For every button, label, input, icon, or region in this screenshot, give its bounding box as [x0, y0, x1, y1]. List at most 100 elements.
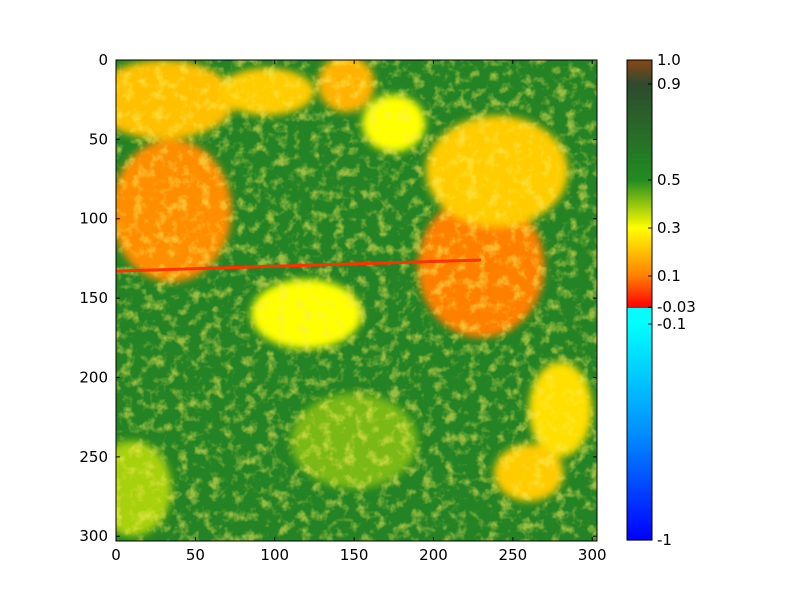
colorbar-band: [627, 222, 652, 225]
colorbar-band: [627, 198, 652, 201]
colorbar-band: [627, 214, 652, 217]
colorbar-band: [627, 268, 652, 271]
colorbar-band: [627, 494, 652, 497]
colorbar-band: [627, 408, 652, 411]
colorbar-band: [627, 184, 652, 187]
colorbar-band: [627, 206, 652, 209]
colorbar-band: [627, 326, 652, 329]
colorbar-band: [627, 150, 652, 153]
colorbar-band: [627, 148, 652, 151]
colorbar-band: [627, 234, 652, 237]
colorbar-band: [627, 364, 652, 367]
colorbar-band: [627, 294, 652, 297]
colorbar-band: [627, 330, 652, 333]
colorbar-band: [627, 172, 652, 175]
colorbar-band: [627, 188, 652, 191]
colorbar-band: [627, 322, 652, 325]
colorbar-band: [627, 402, 652, 405]
colorbar-band: [627, 314, 652, 317]
colorbar-band: [627, 416, 652, 419]
colorbar-band: [627, 394, 652, 397]
colorbar-band: [627, 102, 652, 105]
colorbar-band: [627, 272, 652, 275]
colorbar-band: [627, 298, 652, 301]
colorbar-band: [627, 424, 652, 427]
colorbar-band: [627, 144, 652, 147]
colorbar-band: [627, 488, 652, 491]
colorbar-band: [627, 238, 652, 241]
colorbar-band: [627, 500, 652, 503]
colorbar-band: [627, 348, 652, 351]
colorbar-band: [627, 74, 652, 77]
y-tick-label: 300: [79, 527, 108, 545]
colorbar-band: [627, 190, 652, 193]
colorbar-band: [627, 240, 652, 243]
colorbar-band: [627, 332, 652, 335]
colorbar-band: [627, 338, 652, 341]
colorbar-band: [627, 274, 652, 277]
colorbar-band: [627, 486, 652, 489]
colorbar-band: [627, 152, 652, 155]
colorbar-tick-label: 0.5: [657, 171, 681, 189]
colorbar-band: [627, 154, 652, 157]
y-tick-label: 100: [79, 210, 108, 228]
colorbar-band: [627, 496, 652, 499]
colorbar-band: [627, 210, 652, 213]
colorbar-band: [627, 306, 652, 309]
colorbar-band: [627, 170, 652, 173]
colorbar-band: [627, 182, 652, 185]
colorbar-band: [627, 420, 652, 423]
colorbar-band: [627, 340, 652, 343]
colorbar-band: [627, 444, 652, 447]
colorbar-band: [627, 374, 652, 377]
colorbar-band: [627, 88, 652, 91]
colorbar-band: [627, 92, 652, 95]
colorbar-band: [627, 464, 652, 467]
colorbar-band: [627, 224, 652, 227]
colorbar-band: [627, 110, 652, 113]
colorbar-band: [627, 366, 652, 369]
colorbar-band: [627, 406, 652, 409]
colorbar-band: [627, 120, 652, 123]
y-tick-label: 200: [79, 368, 108, 386]
colorbar-band: [627, 158, 652, 161]
colorbar-band: [627, 404, 652, 407]
colorbar-band: [627, 220, 652, 223]
y-axis: 0 50 100 150 200 250 300: [79, 51, 597, 545]
colorbar-band: [627, 108, 652, 111]
colorbar-band: [627, 384, 652, 387]
colorbar-band: [627, 324, 652, 327]
colorbar-band: [627, 448, 652, 451]
colorbar-band: [627, 178, 652, 181]
colorbar-band: [627, 248, 652, 251]
colorbar-band: [627, 82, 652, 85]
colorbar-band: [627, 344, 652, 347]
colorbar-band: [627, 482, 652, 485]
colorbar-band: [627, 236, 652, 239]
colorbar-band: [627, 90, 652, 93]
colorbar-band: [627, 396, 652, 399]
y-tick-label: 0: [98, 51, 108, 69]
colorbar-band: [627, 94, 652, 97]
colorbar-band: [627, 130, 652, 133]
colorbar-band: [627, 250, 652, 253]
colorbar-band: [627, 230, 652, 233]
colorbar-band: [627, 434, 652, 437]
colorbar-band: [627, 138, 652, 141]
colorbar-band: [627, 112, 652, 115]
colorbar-band: [627, 518, 652, 521]
colorbar-band: [627, 390, 652, 393]
colorbar-band: [627, 252, 652, 255]
colorbar-band: [627, 474, 652, 477]
colorbar-band: [627, 216, 652, 219]
colorbar-band: [627, 308, 652, 311]
colorbar-band: [627, 284, 652, 287]
colorbar-band: [627, 480, 652, 483]
colorbar-band: [627, 334, 652, 337]
plot-frame: [115, 59, 598, 542]
colorbar-frame: [626, 59, 653, 541]
colorbar-band: [627, 256, 652, 259]
colorbar-band: [627, 320, 652, 323]
colorbar-band: [627, 514, 652, 517]
colorbar-band: [627, 310, 652, 313]
